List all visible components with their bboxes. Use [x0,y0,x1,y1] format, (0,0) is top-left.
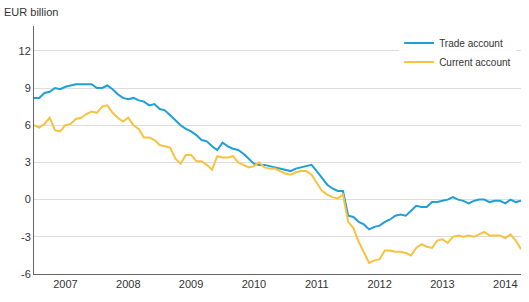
svg-text:2007: 2007 [53,278,77,290]
svg-text:EUR billion: EUR billion [4,6,58,18]
svg-text:2013: 2013 [430,278,454,290]
svg-text:9: 9 [25,82,31,94]
svg-text:2008: 2008 [116,278,140,290]
svg-text:2011: 2011 [305,278,329,290]
svg-text:3: 3 [25,156,31,168]
svg-text:-3: -3 [21,231,31,243]
svg-text:6: 6 [25,119,31,131]
svg-text:2009: 2009 [179,278,203,290]
svg-text:2014: 2014 [493,278,517,290]
svg-text:2012: 2012 [367,278,391,290]
svg-text:-6: -6 [21,268,31,280]
svg-text:Current account: Current account [439,57,510,68]
svg-text:0: 0 [25,193,31,205]
svg-text:12: 12 [19,45,31,57]
svg-text:2010: 2010 [242,278,266,290]
svg-text:Trade account: Trade account [439,38,503,49]
